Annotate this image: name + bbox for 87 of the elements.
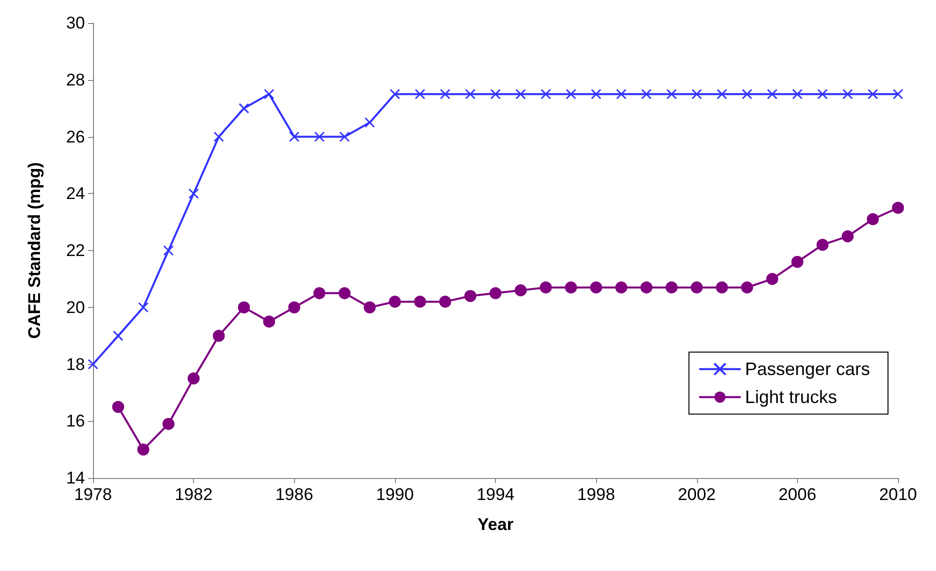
x-tick-label: 1990 — [376, 485, 414, 504]
point — [514, 284, 527, 296]
point — [490, 88, 501, 100]
point — [339, 132, 350, 142]
y-tick-label: 26 — [66, 127, 85, 146]
point — [138, 302, 149, 313]
point — [742, 88, 752, 100]
y-tick-label: 20 — [66, 298, 85, 317]
point — [414, 88, 426, 100]
point — [163, 245, 174, 256]
point — [866, 213, 879, 226]
y-axis-title: CAFE Standard (mpg) — [25, 162, 44, 339]
point — [640, 281, 652, 294]
y-tick-label: 18 — [66, 354, 85, 374]
point — [465, 88, 476, 100]
x-tick-label: 2002 — [678, 485, 716, 504]
point — [868, 88, 878, 100]
point — [388, 296, 401, 308]
point — [716, 281, 728, 294]
point — [439, 296, 452, 308]
point — [564, 281, 577, 294]
point — [137, 444, 150, 456]
point — [188, 188, 199, 199]
point — [112, 400, 124, 413]
point — [666, 88, 677, 100]
point — [590, 281, 602, 294]
point — [314, 132, 325, 142]
point — [188, 372, 200, 384]
legend-label: Passenger cars — [744, 359, 870, 380]
point — [364, 301, 376, 314]
point — [238, 103, 250, 114]
point — [641, 88, 652, 100]
x-tick-label: 1998 — [577, 485, 616, 504]
point — [690, 281, 703, 294]
y-tick-label: 22 — [66, 241, 85, 260]
point — [791, 256, 804, 268]
point — [666, 281, 678, 294]
point — [212, 330, 225, 342]
point — [464, 290, 476, 302]
point — [566, 88, 576, 100]
point — [616, 88, 627, 100]
point — [741, 281, 754, 294]
point — [88, 359, 98, 370]
y-tick-label: 30 — [66, 14, 85, 32]
point — [263, 316, 276, 328]
y-tick-label: 28 — [66, 70, 85, 90]
point — [313, 287, 326, 300]
point — [364, 117, 375, 128]
point — [338, 287, 351, 300]
point — [540, 88, 552, 100]
point — [112, 330, 124, 342]
point — [716, 88, 728, 100]
point — [766, 88, 778, 100]
point — [515, 88, 526, 100]
x-tick-label: 1994 — [476, 485, 514, 504]
point — [817, 88, 828, 100]
legend-label: Light trucks — [744, 387, 837, 408]
point — [540, 281, 552, 294]
point — [842, 230, 854, 242]
point — [238, 301, 250, 314]
x-tick-label: 2010 — [879, 485, 917, 504]
point — [264, 88, 274, 100]
point — [766, 272, 778, 285]
point — [490, 287, 502, 300]
x-axis-title: Year — [478, 515, 514, 534]
y-tick-label: 24 — [66, 184, 85, 204]
point — [590, 88, 602, 100]
x-tick-label: 1978 — [74, 485, 112, 504]
point — [414, 296, 426, 308]
point — [214, 132, 224, 142]
x-tick-label: 1986 — [275, 485, 314, 504]
point — [892, 88, 904, 100]
point — [615, 281, 628, 294]
point — [390, 88, 400, 100]
point — [288, 301, 300, 314]
point — [289, 132, 300, 142]
point — [162, 418, 174, 430]
x-tick-label: 2006 — [778, 485, 816, 504]
x-tick-label: 1982 — [174, 485, 213, 504]
point — [892, 202, 904, 214]
point — [842, 88, 853, 100]
point — [792, 88, 803, 100]
point — [816, 238, 829, 251]
y-tick-label: 16 — [66, 412, 85, 431]
point — [692, 88, 702, 100]
y-tick-label: 14 — [66, 468, 85, 488]
point — [440, 88, 450, 100]
